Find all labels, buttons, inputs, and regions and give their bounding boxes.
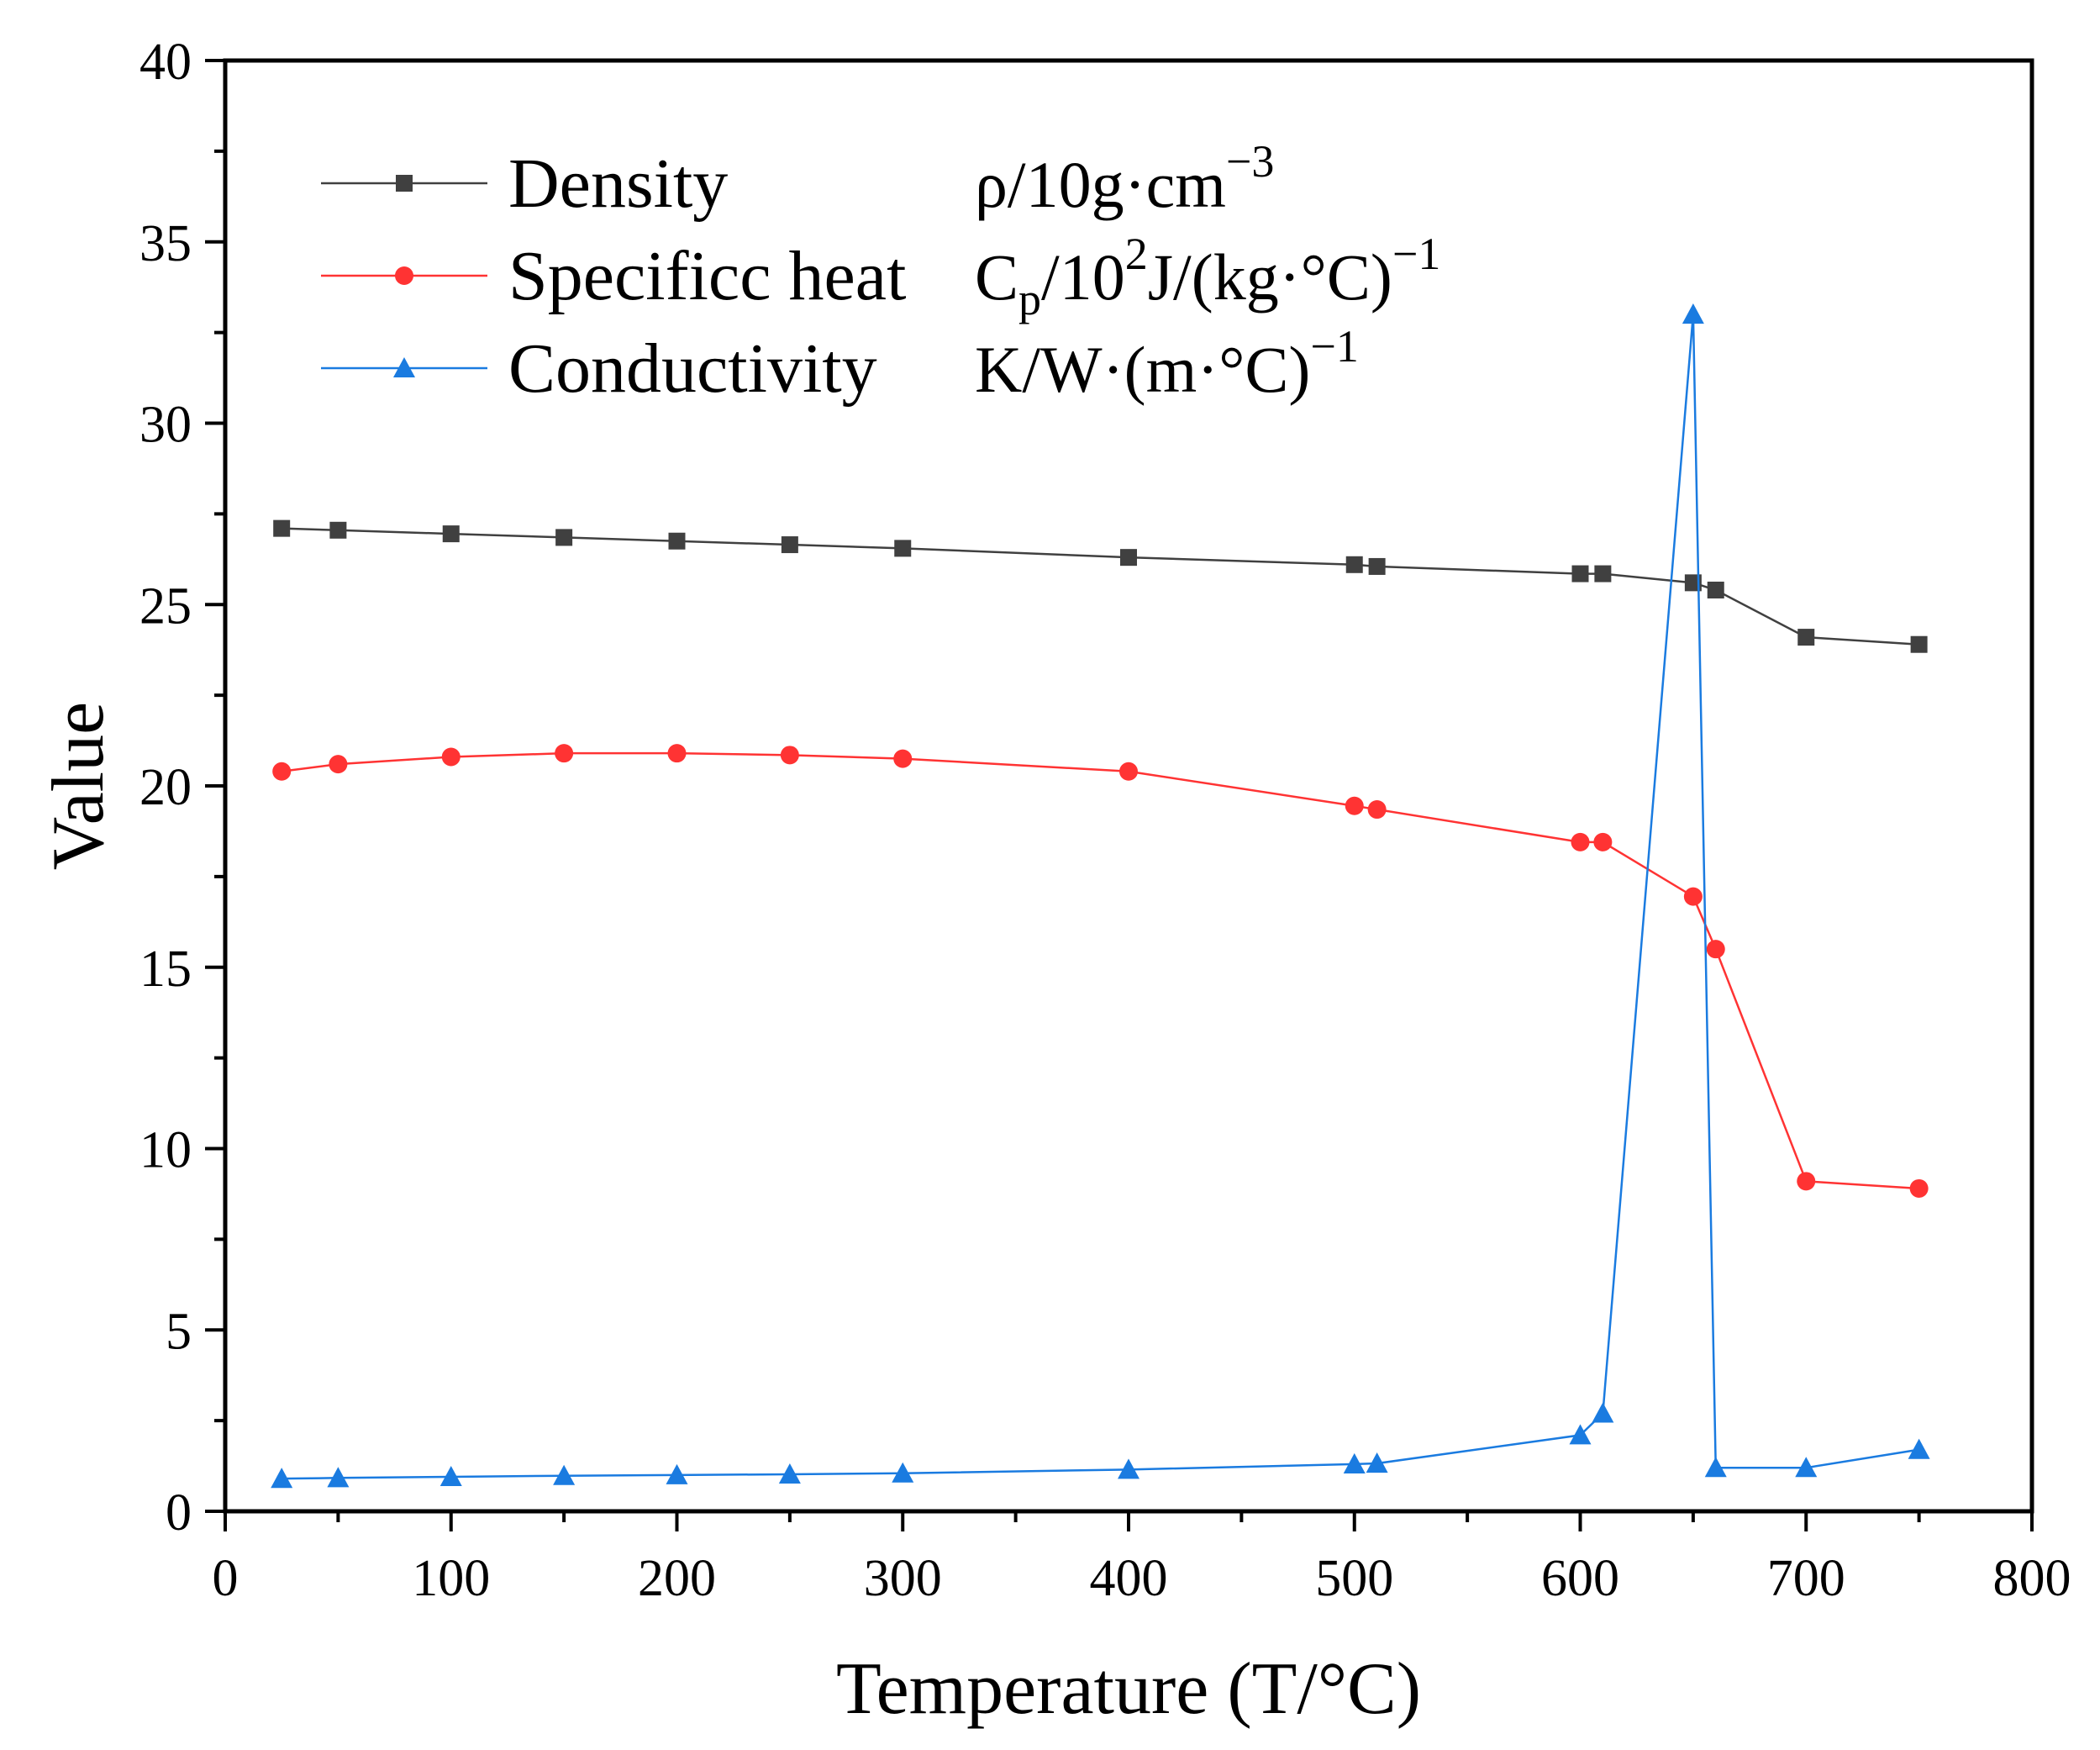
data-point-specificc-heat: [780, 746, 799, 765]
data-point-specificc-heat: [272, 762, 292, 781]
data-point-conductivity: [666, 1463, 688, 1484]
data-point-density: [668, 532, 686, 550]
legend-item-specificc-heat: Specificc heat Cp/102J/(kg·°C)−1: [321, 229, 1440, 324]
x-tick-label: 200: [638, 1550, 716, 1607]
data-point-specificc-heat: [1571, 832, 1590, 851]
legend-label: Density: [508, 145, 728, 223]
data-point-density: [273, 519, 291, 537]
data-point-specificc-heat: [555, 744, 574, 763]
data-point-density: [781, 536, 798, 554]
data-point-specificc-heat: [1909, 1178, 1929, 1198]
y-axis-title: Value: [38, 702, 119, 870]
data-point-conductivity: [1908, 1438, 1930, 1459]
y-tick-label: 40: [139, 34, 192, 91]
data-point-conductivity: [1592, 1402, 1614, 1423]
data-point-conductivity: [439, 1466, 462, 1487]
data-point-specificc-heat: [1593, 832, 1613, 851]
y-tick-label: 0: [166, 1484, 192, 1542]
data-point-conductivity: [1704, 1457, 1727, 1478]
data-point-specificc-heat: [1119, 762, 1138, 781]
data-point-specificc-heat: [1367, 800, 1387, 820]
data-point-density: [1571, 565, 1589, 582]
x-tick-label: 100: [412, 1550, 490, 1607]
legend-item-conductivity: Conductivity K/W·(m·°C)−1: [321, 321, 1359, 408]
series-line-density: [282, 527, 1919, 646]
legend-label: Conductivity: [508, 329, 877, 408]
x-tick-label: 700: [1767, 1550, 1845, 1607]
data-point-density: [1797, 629, 1815, 646]
series-line-conductivity: [282, 314, 1919, 1480]
data-point-density: [1368, 557, 1386, 575]
data-point-density: [329, 521, 347, 539]
data-point-specificc-heat: [1345, 796, 1364, 815]
legend-marker-square: [396, 175, 413, 192]
x-tick-label: 400: [1090, 1550, 1168, 1607]
y-tick-label: 15: [139, 941, 192, 998]
data-point-conductivity: [1366, 1452, 1388, 1473]
legend: Density ρ/10g·cm−3 Specificc heat Cp/102J/(…: [321, 136, 1440, 408]
data-point-conductivity: [1343, 1452, 1366, 1473]
series-layer: [271, 303, 1930, 1489]
data-point-conductivity: [553, 1464, 576, 1485]
data-point-conductivity: [892, 1462, 914, 1483]
data-point-density: [1707, 581, 1724, 598]
data-point-specificc-heat: [329, 755, 348, 774]
data-point-density: [1345, 556, 1363, 573]
x-axis-title: Temperature (T/°C): [836, 1648, 1421, 1730]
data-point-density: [1910, 635, 1928, 653]
data-point-density: [442, 525, 460, 543]
y-tick-label: 30: [139, 397, 192, 454]
x-tick-label: 800: [1993, 1550, 2071, 1607]
y-tick-label: 35: [139, 215, 192, 272]
data-point-conductivity: [1118, 1458, 1139, 1479]
x-tick-label: 0: [213, 1550, 239, 1607]
data-point-density: [894, 540, 912, 557]
data-point-conductivity: [1682, 303, 1704, 324]
ticks-layer: 0 100 200 300 400 500 600 700 800 0 5 10 15 20 25 30 35 4…: [139, 34, 2071, 1607]
legend-unit: ρ/10g·cm−3: [975, 136, 1274, 221]
data-point-specificc-heat: [441, 747, 461, 767]
legend-item-density: Density ρ/10g·cm−3: [321, 136, 1274, 223]
x-tick-label: 500: [1315, 1550, 1393, 1607]
series-conductivity: [271, 303, 1930, 1489]
data-point-specificc-heat: [893, 749, 913, 768]
legend-unit: Cp/102J/(kg·°C)−1: [975, 229, 1440, 324]
data-point-density: [555, 529, 573, 546]
legend-marker-triangle: [393, 357, 415, 378]
legend-label: Specificc heat: [508, 237, 906, 315]
y-tick-label: 5: [166, 1303, 192, 1360]
data-point-specificc-heat: [1797, 1172, 1816, 1191]
data-point-specificc-heat: [1706, 940, 1725, 959]
legend-marker-circle: [395, 266, 413, 285]
data-point-conductivity: [1569, 1424, 1592, 1445]
data-point-conductivity: [778, 1463, 801, 1484]
x-tick-label: 600: [1541, 1550, 1619, 1607]
x-tick-label: 300: [864, 1550, 942, 1607]
data-point-specificc-heat: [1683, 887, 1703, 906]
data-point-conductivity: [1795, 1457, 1818, 1478]
series-density: [273, 519, 1928, 653]
legend-unit: K/W·(m·°C)−1: [975, 321, 1359, 406]
data-point-density: [1594, 565, 1612, 582]
y-tick-label: 10: [139, 1122, 192, 1179]
data-point-conductivity: [327, 1467, 350, 1488]
data-point-density: [1120, 549, 1137, 567]
y-tick-label: 25: [139, 577, 192, 635]
data-point-conductivity: [271, 1468, 293, 1489]
data-point-specificc-heat: [667, 744, 687, 763]
y-tick-label: 20: [139, 759, 192, 816]
